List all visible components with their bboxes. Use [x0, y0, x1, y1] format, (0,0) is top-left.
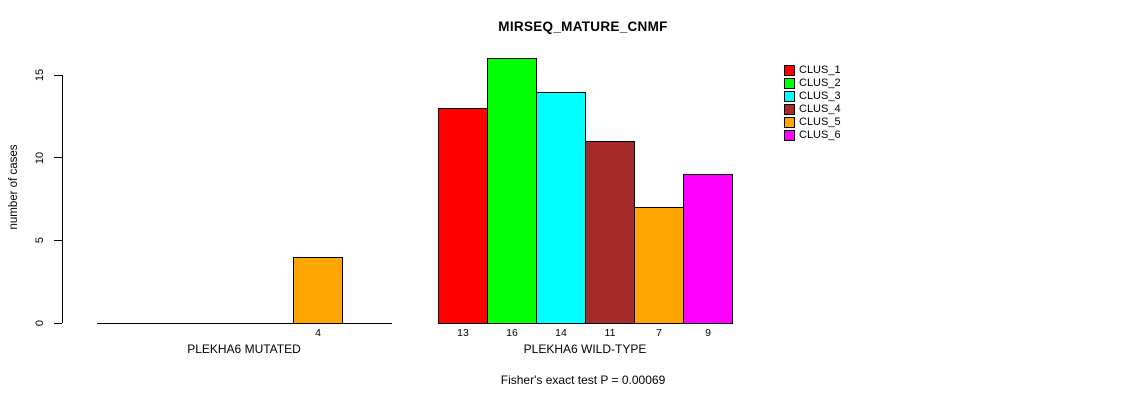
y-axis-label: number of cases: [8, 144, 20, 230]
legend-label: CLUS_5: [799, 115, 841, 128]
legend-swatch-clus_3: [784, 90, 795, 102]
chart-title: MIRSEQ_MATURE_CNMF: [498, 19, 668, 34]
bar-clus_6: [683, 174, 733, 324]
bar-clus_4: [585, 141, 635, 324]
bar-clus_1: [438, 108, 488, 324]
bar-value-label: 7: [656, 327, 662, 339]
legend-swatch-clus_6: [784, 129, 795, 141]
group-label-mutated: PLEKHA6 MUTATED: [187, 342, 301, 356]
bar-value-label: 4: [315, 327, 321, 339]
y-tick-label: 10: [34, 151, 46, 164]
bar-clus_2: [487, 58, 537, 324]
legend-label: CLUS_4: [799, 102, 841, 115]
bar-clus_5: [293, 256, 343, 324]
legend-label: CLUS_2: [799, 76, 841, 89]
legend-label: CLUS_3: [799, 89, 841, 102]
y-axis-line: [62, 75, 63, 323]
y-tick-label: 0: [34, 319, 46, 327]
y-tick-label: 15: [34, 68, 46, 82]
legend-swatch-clus_2: [784, 77, 795, 89]
legend-swatch-clus_5: [784, 116, 795, 128]
legend-swatch-clus_4: [784, 103, 795, 115]
bar-value-label: 16: [506, 327, 518, 339]
fisher-test-note: Fisher's exact test P = 0.00069: [500, 373, 666, 387]
bar-value-label: 13: [457, 327, 469, 339]
x-baseline-group-0: [97, 323, 392, 324]
legend-swatch-clus_1: [784, 65, 795, 76]
y-tick-label: 5: [34, 237, 46, 244]
group-label-wildtype: PLEKHA6 WILD-TYPE: [523, 342, 647, 356]
bar-value-label: 14: [555, 327, 567, 339]
bar-clus_5: [634, 207, 684, 324]
legend-label: CLUS_6: [799, 128, 841, 141]
y-tick: [54, 239, 62, 241]
y-tick: [54, 322, 62, 324]
bar-value-label: 9: [705, 327, 711, 339]
legend-label: CLUS_1: [799, 64, 841, 76]
y-tick: [54, 157, 62, 159]
bar-value-label: 11: [604, 327, 616, 339]
bar-clus_3: [536, 91, 586, 324]
y-tick: [54, 74, 62, 76]
